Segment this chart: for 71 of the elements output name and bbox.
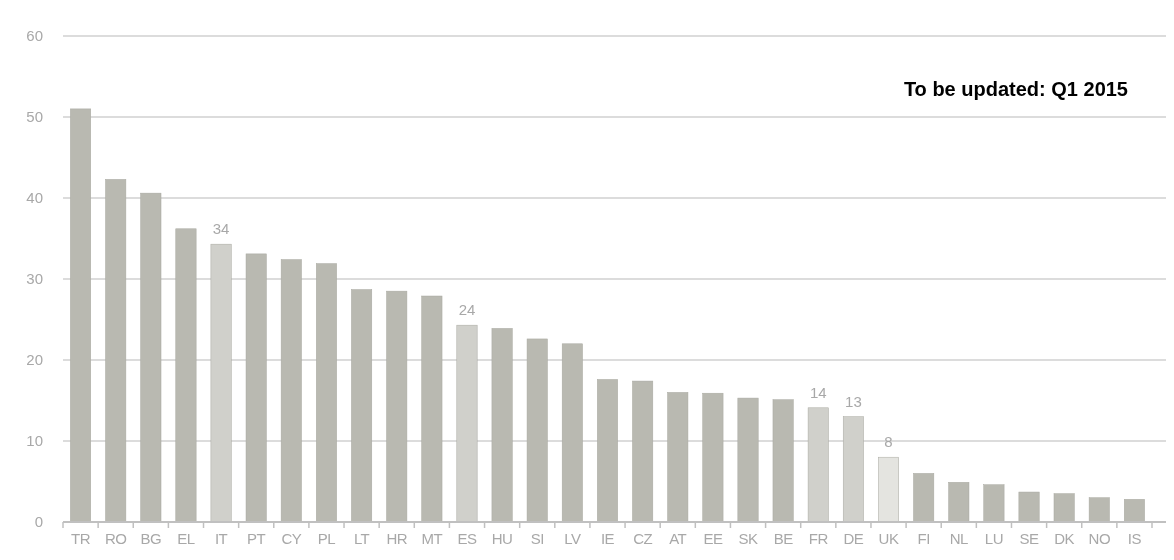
bar [983, 484, 1005, 523]
data-label: 34 [212, 220, 230, 238]
bar [737, 397, 759, 523]
bar [632, 380, 654, 523]
x-tick-label: PL [317, 530, 336, 547]
x-tick-label: FI [917, 530, 930, 547]
y-tick-label: 60 [26, 27, 43, 45]
bar [1124, 499, 1145, 523]
x-tick-label: LV [564, 530, 581, 547]
x-tick-label: UK [878, 530, 899, 547]
x-tick-label: TR [71, 530, 91, 547]
x-tick-label: MT [421, 530, 443, 547]
x-tick-label: EE [703, 530, 723, 547]
bar [667, 392, 689, 523]
bar [948, 482, 970, 523]
bar [772, 399, 794, 523]
bar [597, 379, 618, 523]
bar [526, 338, 548, 523]
bar [702, 392, 724, 523]
x-tick-label: FR [808, 530, 829, 547]
x-tick-label: PT [247, 530, 266, 547]
bar [70, 108, 91, 523]
x-tick-label: IS [1127, 530, 1142, 547]
x-tick-label: DE [843, 530, 864, 547]
bar [491, 328, 513, 523]
bar [913, 473, 935, 523]
bar [316, 263, 337, 523]
x-tick-label: NL [949, 530, 969, 547]
bar [245, 253, 267, 523]
bar [1088, 497, 1110, 523]
bar [1018, 491, 1040, 523]
data-label: 24 [458, 301, 476, 319]
x-tick-label: LT [353, 530, 370, 547]
bar [351, 289, 373, 523]
data-label: 8 [884, 433, 893, 451]
bar [1053, 493, 1075, 523]
x-tick-label: IT [214, 530, 228, 547]
x-tick-label: CY [281, 530, 302, 547]
bar [878, 456, 899, 523]
x-tick-label: BE [773, 530, 794, 547]
x-tick-label: RO [104, 530, 127, 547]
x-tick-label: CZ [633, 530, 653, 547]
x-tick-label: HR [386, 530, 408, 547]
x-tick-label: SI [530, 530, 544, 547]
bar [421, 295, 443, 523]
y-tick-label: 0 [34, 513, 43, 531]
bar [386, 290, 408, 523]
x-tick-label: SE [1019, 530, 1040, 547]
y-tick-label: 50 [26, 108, 43, 126]
x-tick-label: SK [738, 530, 759, 547]
x-tick-label: IE [600, 530, 615, 547]
y-tick-label: 10 [26, 432, 43, 450]
x-tick-label: AT [669, 530, 687, 547]
annotation: To be updated: Q1 2015 [903, 78, 1128, 100]
data-label: 14 [809, 383, 827, 401]
bar [140, 192, 162, 523]
data-label: 13 [845, 392, 862, 410]
x-tick-label: HU [491, 530, 513, 547]
x-tick-label: LU [984, 530, 1004, 547]
y-tick-label: 20 [26, 351, 43, 369]
bar [280, 259, 302, 523]
x-tick-label: DK [1054, 530, 1075, 547]
x-tick-label: BG [140, 530, 162, 547]
x-tick-label: NO [1088, 530, 1111, 547]
x-tick-label: ES [457, 530, 477, 547]
x-tick-label: EL [177, 530, 195, 547]
y-tick-label: 30 [26, 270, 43, 288]
bar [105, 179, 127, 523]
bar [175, 228, 197, 523]
y-tick-label: 40 [26, 189, 43, 207]
bar [561, 343, 583, 523]
